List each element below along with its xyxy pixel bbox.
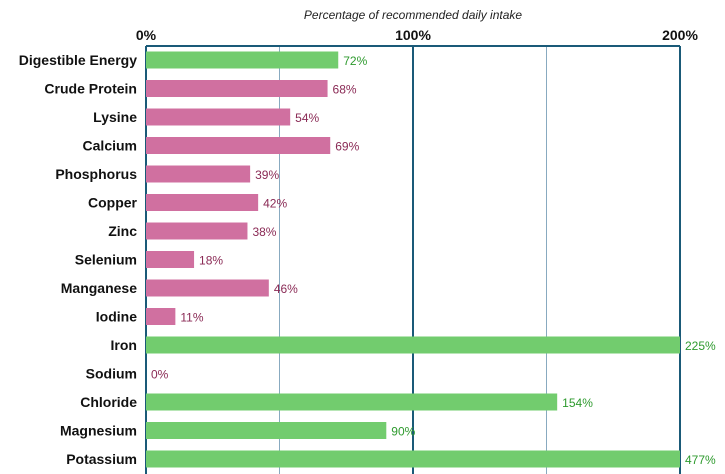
x-tick-labels: 0% 100% 200%	[136, 27, 699, 43]
value-label-3: 69%	[335, 140, 359, 154]
bar-5	[146, 194, 259, 211]
category-label-5: Copper	[88, 195, 138, 211]
x-tick-label-2: 200%	[662, 27, 698, 43]
category-label-3: Calcium	[83, 138, 137, 154]
value-label-6: 38%	[252, 225, 276, 239]
value-label-12: 154%	[562, 396, 593, 410]
x-axis-title: Percentage of recommended daily intake	[304, 8, 522, 22]
bar-0	[146, 51, 339, 69]
bar-13	[146, 422, 387, 439]
category-label-13: Magnesium	[60, 423, 137, 439]
category-label-2: Lysine	[93, 109, 137, 125]
bar-1	[146, 80, 328, 97]
bar-10	[146, 336, 680, 354]
bar-9	[146, 308, 176, 325]
bar-6	[146, 222, 248, 240]
value-label-14: 477%	[685, 453, 716, 467]
value-label-4: 39%	[255, 168, 279, 182]
value-label-10: 225%	[685, 339, 716, 353]
category-label-9: Iodine	[96, 309, 137, 325]
category-label-0: Digestible Energy	[19, 52, 137, 68]
bars	[146, 51, 680, 468]
value-label-8: 46%	[274, 282, 298, 296]
value-label-5: 42%	[263, 197, 287, 211]
bar-7	[146, 251, 195, 268]
category-label-7: Selenium	[75, 252, 137, 268]
value-label-13: 90%	[391, 425, 415, 439]
value-label-0: 72%	[343, 54, 367, 68]
category-label-6: Zinc	[108, 223, 137, 239]
category-label-4: Phosphorus	[55, 166, 137, 182]
value-labels: 72% 68% 54% 69% 39% 42% 38% 18% 46% 11% 225% 0% 154%…	[151, 54, 716, 467]
category-label-8: Manganese	[61, 280, 137, 296]
x-tick-label-1: 100%	[395, 27, 431, 43]
x-tick-label-0: 0%	[136, 27, 157, 43]
bar-14	[146, 450, 680, 468]
bar-12	[146, 393, 558, 411]
category-label-10: Iron	[111, 337, 137, 353]
bar-2	[146, 108, 291, 126]
bar-8	[146, 279, 269, 297]
value-label-9: 11%	[180, 311, 203, 325]
category-labels: Digestible Energy Crude Protein Lysine Calc…	[19, 52, 138, 467]
category-label-1: Crude Protein	[44, 81, 137, 97]
category-label-12: Chloride	[80, 394, 137, 410]
value-label-1: 68%	[333, 83, 357, 97]
category-label-14: Potassium	[66, 451, 137, 467]
value-label-11: 0%	[151, 368, 169, 382]
bar-4	[146, 165, 251, 183]
bar-3	[146, 137, 331, 154]
category-label-11: Sodium	[86, 366, 137, 382]
value-label-7: 18%	[199, 254, 223, 268]
value-label-2: 54%	[295, 111, 319, 125]
